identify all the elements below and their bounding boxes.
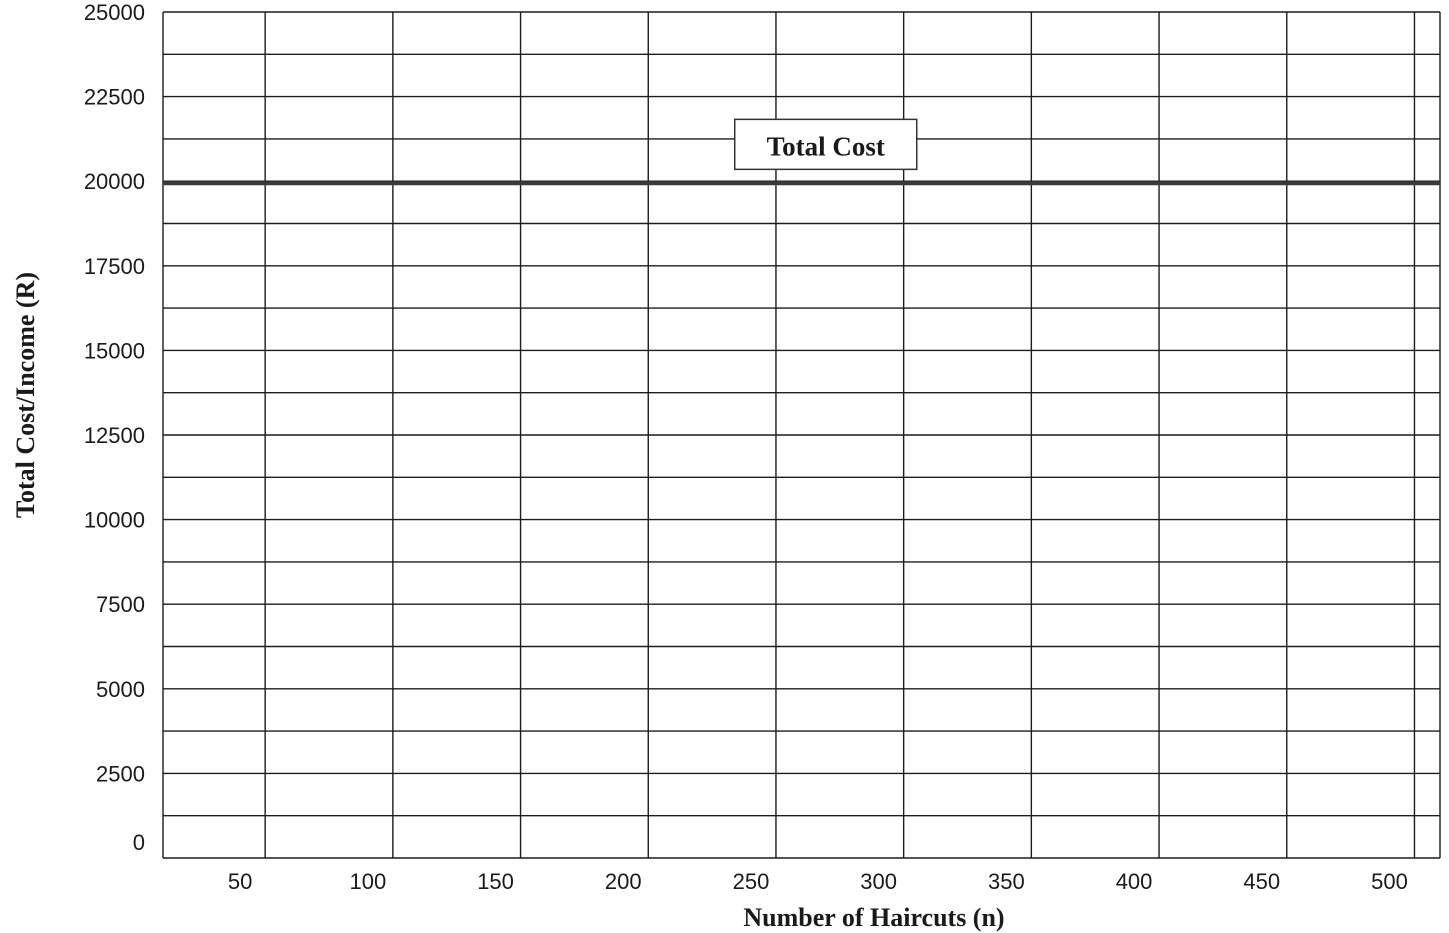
y-tick-label: 10000 <box>84 508 145 533</box>
y-tick-label: 2500 <box>96 761 145 786</box>
y-tick-label: 12500 <box>84 423 145 448</box>
x-tick-labels: 50 100 150 200 250 300 350 400 450 500 <box>228 869 1408 894</box>
x-tick-label: 150 <box>477 869 514 894</box>
annotation-total-cost: Total Cost <box>733 118 918 171</box>
x-axis-title: Number of Haircuts (n) <box>743 903 1004 932</box>
x-tick-label: 500 <box>1371 869 1408 894</box>
y-tick-label: 15000 <box>84 338 145 363</box>
x-tick-label: 50 <box>228 869 252 894</box>
y-tick-label: 20000 <box>84 169 145 194</box>
y-tick-label: 25000 <box>84 0 145 25</box>
y-tick-label: 17500 <box>84 254 145 279</box>
x-tick-label: 450 <box>1243 869 1280 894</box>
annotation-box <box>733 118 918 171</box>
y-tick-label: 22500 <box>84 85 145 110</box>
annotation-label: Total Cost <box>767 131 885 161</box>
y-tick-label: 0 <box>133 830 145 855</box>
x-tick-label: 350 <box>988 869 1025 894</box>
y-tick-label: 5000 <box>96 677 145 702</box>
x-tick-label: 300 <box>860 869 897 894</box>
y-tick-label: 7500 <box>96 592 145 617</box>
x-tick-label: 250 <box>733 869 770 894</box>
x-tick-label: 400 <box>1116 869 1153 894</box>
x-tick-label: 200 <box>605 869 642 894</box>
y-tick-labels: 0 2500 5000 7500 10000 12500 15000 17500 20000 22… <box>84 0 145 855</box>
x-tick-label: 100 <box>350 869 387 894</box>
annotation-layer: Total Cost <box>733 118 918 171</box>
y-axis-title: Total Cost/Income (R) <box>11 272 40 518</box>
